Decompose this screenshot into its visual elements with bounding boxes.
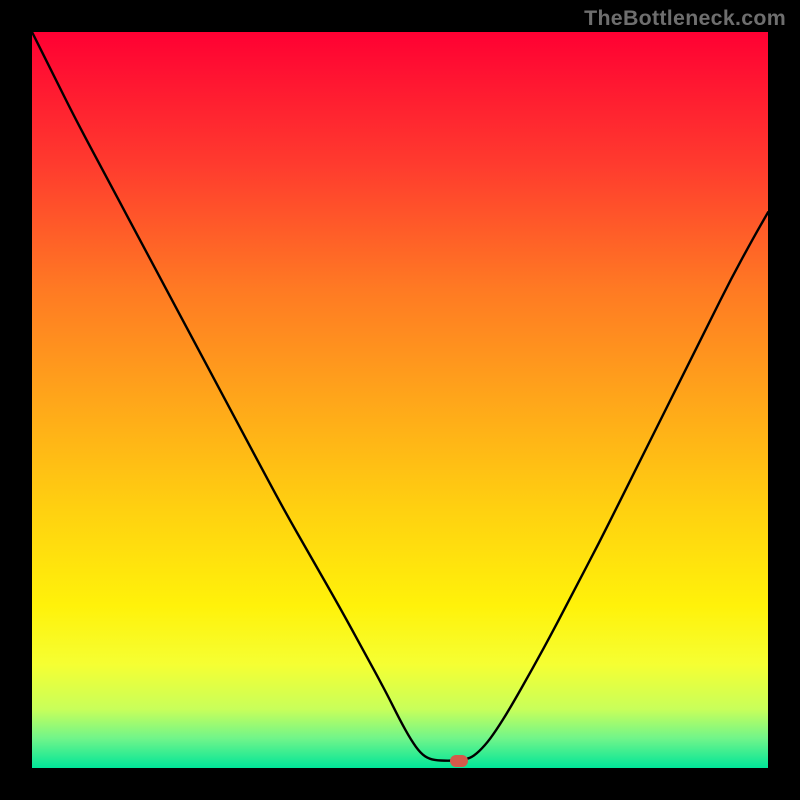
chart-frame: TheBottleneck.com <box>0 0 800 800</box>
plot-area <box>32 32 768 768</box>
attribution-text: TheBottleneck.com <box>584 6 786 31</box>
gradient-background <box>32 32 768 768</box>
trough-marker <box>450 755 468 767</box>
plot-svg <box>32 32 768 768</box>
